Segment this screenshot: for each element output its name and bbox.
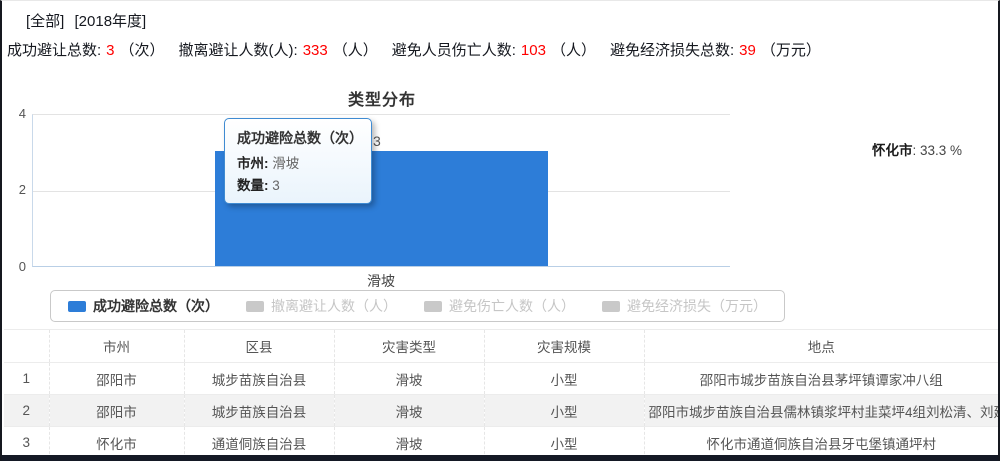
table-cell: 2 [4,394,49,427]
chart-title: 类型分布 [347,92,416,109]
stat-value: 103 [520,42,546,59]
stat-value: 333 [302,42,328,59]
stat-item: 避免人员伤亡人数: 103 （人） [392,42,596,59]
legend-swatch-icon [68,300,86,312]
table-cell: 怀化市 [48,426,184,459]
stat-item: 避免经济损失总数: 39 （万元） [610,42,821,59]
legend-item[interactable]: 避免经济损失（万元） [602,296,767,316]
stat-item: 成功避让总数: 3 （次） [7,42,165,59]
table-cell: 小型 [483,394,644,427]
table-cell: 怀化市通道侗族自治县牙屯堡镇通坪村 [643,426,998,459]
filter-bar: [全部] [2018年度] [26,10,152,31]
legend-item[interactable]: 避免伤亡人数（人） [424,296,575,316]
chart-legend: 成功避险总数（次） 撤离避让人数（人） 避免伤亡人数（人） 避免经济损失（万元） [50,290,785,322]
table-cell: 小型 [483,362,644,395]
tooltip-row: 市州: 滑坡 [237,156,300,171]
bar-value-label: 3 [373,133,381,149]
stat-label: 撤离避让人数(人): [178,42,298,59]
table-cell: 城步苗族自治县 [183,394,334,427]
stat-unit: （次） [119,42,165,59]
table-cell: 邵阳市城步苗族自治县儒林镇浆坪村韭菜坪4组刘松清、刘建华房 [643,394,998,427]
legend-label: 避免伤亡人数（人） [449,298,575,314]
chart-tooltip: 成功避险总数（次） 市州: 滑坡 数量: 3 [224,118,372,204]
table-cell: 邵阳市 [48,394,184,427]
legend-item[interactable]: 撤离避让人数（人） [246,296,397,316]
stats-bar: 成功避让总数: 3 （次） 撤离避让人数(人): 333 （人） 避免人员伤亡人数: 103 （… [7,39,835,60]
column-header: 地点 [643,329,998,363]
table-cell: 滑坡 [333,426,484,459]
stat-value: 39 [739,42,756,59]
column-header: 灾害类型 [333,329,484,363]
legend-swatch-icon [602,300,620,312]
tooltip-title: 成功避险总数（次） [237,130,363,146]
stat-unit: （人） [332,42,378,59]
horizontal-scrollbar[interactable] [2,455,998,461]
stat-unit: （人） [550,42,596,59]
stat-value: 3 [106,42,115,59]
legend-label: 撤离避让人数（人） [271,298,397,314]
table-row[interactable]: 2 邵阳市 城步苗族自治县 滑坡 小型 邵阳市城步苗族自治县儒林镇浆坪村韭菜坪4组刘松清、… [4,394,998,427]
stat-item: 撤离避让人数(人): 333 （人） [179,42,378,59]
legend-swatch-icon [424,300,442,312]
pie-slice-label: 怀化市: 33.3 % [872,143,963,158]
filter-year[interactable]: [2018年度] [74,13,147,30]
table-cell: 邵阳市 [48,362,184,395]
table-cell: 通道侗族自治县 [183,426,334,459]
legend-label: 避免经济损失（万元） [627,298,767,314]
table-row[interactable]: 3 怀化市 通道侗族自治县 滑坡 小型 怀化市通道侗族自治县牙屯堡镇通坪村 [4,426,998,459]
table-cell: 滑坡 [333,394,484,427]
column-header: 灾害规模 [483,329,644,363]
stat-label: 避免人员伤亡人数: [391,42,516,59]
stat-unit: （万元） [760,42,821,59]
stat-label: 成功避让总数: [7,42,102,59]
chart-plot-area [32,114,730,267]
column-header [4,329,49,363]
table-cell: 邵阳市城步苗族自治县茅坪镇谭家冲八组 [643,362,998,395]
table-cell: 1 [4,362,49,395]
y-axis-tick: 4 [18,106,26,121]
table-cell: 小型 [483,426,644,459]
table-cell: 3 [4,426,49,459]
table-row[interactable]: 1 邵阳市 城步苗族自治县 滑坡 小型 邵阳市城步苗族自治县茅坪镇谭家冲八组 [4,362,998,395]
table-header-row: 市州 区县 灾害类型 灾害规模 地点 [4,329,998,363]
table-cell: 滑坡 [333,362,484,395]
legend-swatch-icon [246,300,264,312]
stat-label: 避免经济损失总数: [609,42,735,59]
tooltip-row: 数量: 3 [237,178,280,193]
events-table: 市州 区县 灾害类型 灾害规模 地点 1 邵阳市 城步苗族自治县 滑坡 小型 邵阳市城步苗族自治县… [4,329,998,459]
y-axis-tick: 0 [18,259,26,274]
y-axis-tick: 2 [18,182,26,197]
legend-item[interactable]: 成功避险总数（次） [68,296,219,316]
legend-label: 成功避险总数（次） [93,298,219,314]
table-cell: 城步苗族自治县 [183,362,334,395]
column-header: 市州 [48,329,184,363]
filter-scope[interactable]: [全部] [26,13,65,30]
type-distribution-chart: 类型分布 4 2 0 3 滑坡 成功避险总数（次） 市州: 滑坡 数量: 3 怀… [2,81,1000,290]
x-axis-label: 滑坡 [367,275,395,290]
column-header: 区县 [183,329,334,363]
